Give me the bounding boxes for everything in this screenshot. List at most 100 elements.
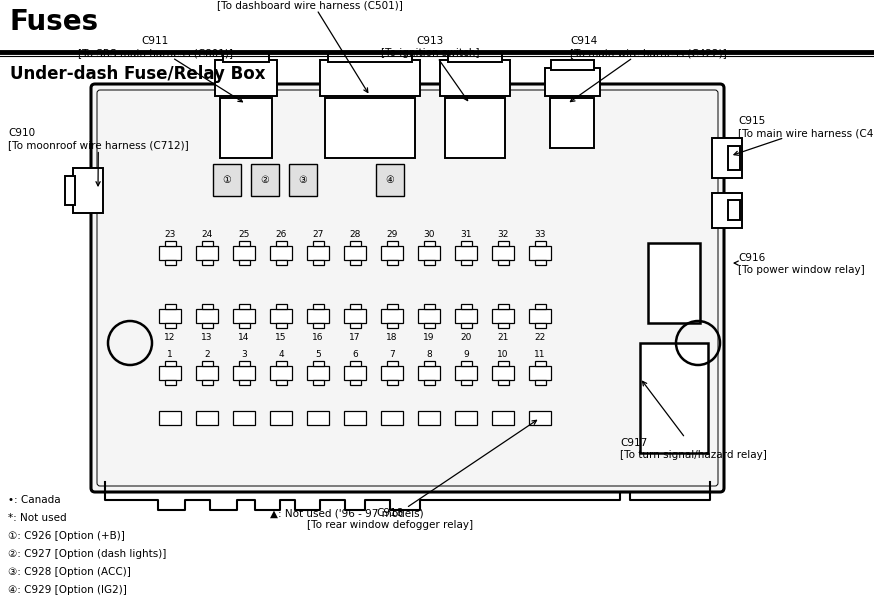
- Bar: [196, 366, 218, 380]
- Bar: [381, 411, 403, 425]
- Text: C917
[To turn signal/hazard relay]: C917 [To turn signal/hazard relay]: [620, 381, 766, 460]
- Bar: [728, 200, 740, 220]
- Bar: [220, 98, 272, 158]
- Bar: [233, 309, 255, 323]
- Bar: [202, 260, 213, 265]
- Bar: [159, 246, 181, 260]
- Text: 23: 23: [164, 230, 176, 239]
- Bar: [387, 380, 398, 385]
- Bar: [276, 241, 287, 246]
- Bar: [73, 168, 103, 213]
- Text: ②: ②: [260, 175, 269, 185]
- Text: 24: 24: [201, 230, 212, 239]
- Text: 5: 5: [316, 350, 321, 359]
- Bar: [202, 380, 213, 385]
- Text: 9: 9: [463, 350, 468, 359]
- Text: 2: 2: [205, 350, 210, 359]
- Bar: [276, 323, 287, 328]
- Bar: [498, 380, 509, 385]
- Text: 10: 10: [497, 350, 509, 359]
- Text: C916
[To power window relay]: C916 [To power window relay]: [734, 253, 864, 275]
- Bar: [344, 309, 366, 323]
- Bar: [202, 361, 213, 366]
- Bar: [65, 176, 75, 205]
- Bar: [233, 366, 255, 380]
- Text: 30: 30: [423, 230, 434, 239]
- Bar: [165, 323, 176, 328]
- Bar: [424, 304, 435, 309]
- Bar: [165, 304, 176, 309]
- Bar: [202, 323, 213, 328]
- Bar: [418, 309, 440, 323]
- Bar: [498, 260, 509, 265]
- Text: C918
[To rear window defogger relay]: C918 [To rear window defogger relay]: [307, 420, 537, 529]
- Bar: [270, 411, 292, 425]
- Bar: [418, 411, 440, 425]
- Text: 3: 3: [241, 350, 246, 359]
- Bar: [325, 98, 415, 158]
- Bar: [424, 361, 435, 366]
- Bar: [202, 241, 213, 246]
- FancyBboxPatch shape: [91, 84, 724, 492]
- Bar: [461, 380, 472, 385]
- Bar: [239, 380, 250, 385]
- Text: ④: C929 [Option (IG2)]: ④: C929 [Option (IG2)]: [8, 585, 127, 595]
- Bar: [424, 260, 435, 265]
- Text: C911
[To SRS main harness (C801)]: C911 [To SRS main harness (C801)]: [78, 36, 242, 102]
- Bar: [445, 98, 505, 158]
- Text: *: Not used: *: Not used: [8, 513, 66, 523]
- Bar: [418, 246, 440, 260]
- Bar: [233, 246, 255, 260]
- Text: •: Canada: •: Canada: [8, 495, 60, 505]
- Bar: [165, 361, 176, 366]
- Bar: [455, 366, 477, 380]
- Text: 12: 12: [164, 333, 176, 342]
- Bar: [461, 241, 472, 246]
- Bar: [535, 361, 546, 366]
- Text: 22: 22: [534, 333, 545, 342]
- Bar: [313, 241, 324, 246]
- Bar: [213, 164, 241, 196]
- Text: 29: 29: [386, 230, 398, 239]
- Bar: [196, 246, 218, 260]
- Bar: [440, 60, 510, 96]
- Bar: [344, 411, 366, 425]
- Bar: [387, 304, 398, 309]
- Text: 32: 32: [497, 230, 509, 239]
- Bar: [233, 411, 255, 425]
- Bar: [159, 366, 181, 380]
- Bar: [712, 138, 742, 178]
- Bar: [344, 246, 366, 260]
- Bar: [165, 241, 176, 246]
- Bar: [376, 164, 404, 196]
- Bar: [350, 241, 361, 246]
- Bar: [535, 380, 546, 385]
- Bar: [535, 323, 546, 328]
- Bar: [529, 246, 551, 260]
- Text: 19: 19: [423, 333, 434, 342]
- Bar: [313, 361, 324, 366]
- Bar: [535, 260, 546, 265]
- Bar: [387, 241, 398, 246]
- Text: C913
[To ignition switch]: C913 [To ignition switch]: [381, 36, 479, 100]
- Bar: [492, 309, 514, 323]
- Text: 20: 20: [461, 333, 472, 342]
- Bar: [215, 60, 277, 96]
- Bar: [239, 304, 250, 309]
- Bar: [492, 411, 514, 425]
- Bar: [461, 361, 472, 366]
- Bar: [387, 361, 398, 366]
- Text: Under-dash Fuse/Relay Box: Under-dash Fuse/Relay Box: [10, 65, 266, 83]
- Bar: [712, 193, 742, 228]
- Text: ②: C927 [Option (dash lights)]: ②: C927 [Option (dash lights)]: [8, 549, 166, 559]
- Bar: [239, 241, 250, 246]
- Text: ①: C926 [Option (+B)]: ①: C926 [Option (+B)]: [8, 531, 125, 541]
- Bar: [251, 164, 279, 196]
- Bar: [498, 304, 509, 309]
- Text: 28: 28: [350, 230, 361, 239]
- Text: 33: 33: [534, 230, 545, 239]
- Bar: [461, 304, 472, 309]
- Text: ①: ①: [223, 175, 232, 185]
- Text: C912
[To dashboard wire harness (C501)]: C912 [To dashboard wire harness (C501)]: [217, 0, 403, 93]
- Bar: [202, 304, 213, 309]
